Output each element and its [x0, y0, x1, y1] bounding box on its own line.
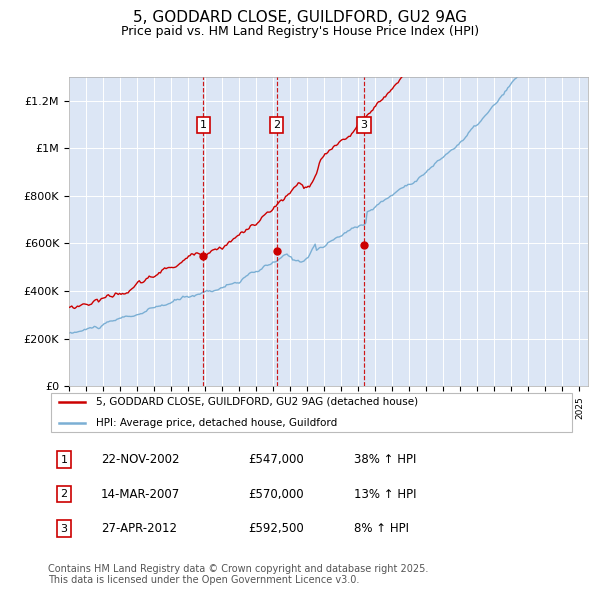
Text: 14-MAR-2007: 14-MAR-2007	[101, 487, 180, 501]
FancyBboxPatch shape	[50, 393, 572, 432]
Text: 8% ↑ HPI: 8% ↑ HPI	[354, 522, 409, 535]
Text: 13% ↑ HPI: 13% ↑ HPI	[354, 487, 417, 501]
Text: 22-NOV-2002: 22-NOV-2002	[101, 453, 179, 466]
Text: 38% ↑ HPI: 38% ↑ HPI	[354, 453, 416, 466]
Text: Contains HM Land Registry data © Crown copyright and database right 2025.
This d: Contains HM Land Registry data © Crown c…	[48, 563, 428, 585]
Text: 5, GODDARD CLOSE, GUILDFORD, GU2 9AG: 5, GODDARD CLOSE, GUILDFORD, GU2 9AG	[133, 10, 467, 25]
Text: £592,500: £592,500	[248, 522, 304, 535]
Text: 2: 2	[273, 120, 280, 130]
Text: 27-APR-2012: 27-APR-2012	[101, 522, 177, 535]
Text: Price paid vs. HM Land Registry's House Price Index (HPI): Price paid vs. HM Land Registry's House …	[121, 25, 479, 38]
Text: 1: 1	[61, 455, 67, 464]
Text: 1: 1	[200, 120, 207, 130]
Text: 2: 2	[60, 489, 67, 499]
Text: £547,000: £547,000	[248, 453, 304, 466]
Text: 5, GODDARD CLOSE, GUILDFORD, GU2 9AG (detached house): 5, GODDARD CLOSE, GUILDFORD, GU2 9AG (de…	[95, 397, 418, 407]
Text: £570,000: £570,000	[248, 487, 304, 501]
Text: 3: 3	[361, 120, 367, 130]
Text: 3: 3	[61, 524, 67, 533]
Text: HPI: Average price, detached house, Guildford: HPI: Average price, detached house, Guil…	[95, 418, 337, 428]
